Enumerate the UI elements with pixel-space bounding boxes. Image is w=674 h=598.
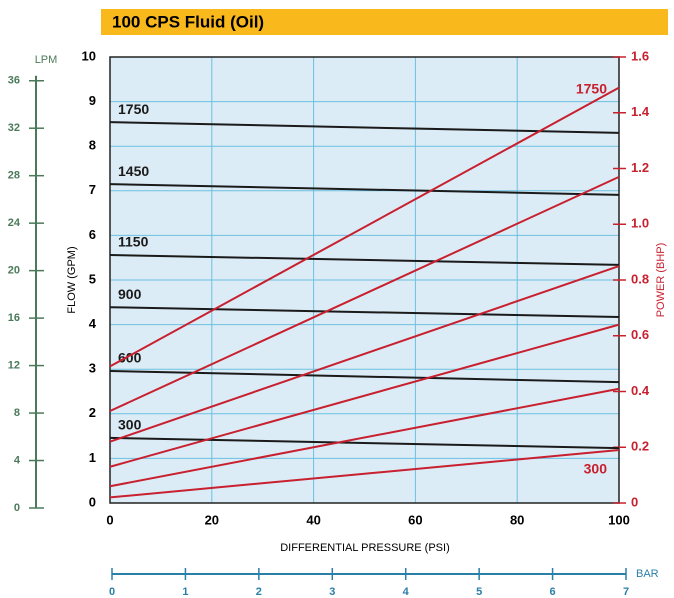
- x-tick-label: 60: [408, 512, 422, 527]
- series-label: 1750: [118, 101, 149, 117]
- y2-tick-label: 0.4: [631, 383, 650, 398]
- y-tick-label: 8: [89, 138, 96, 153]
- lpm-tick-label: 36: [8, 75, 20, 87]
- series-label: 900: [118, 286, 142, 302]
- series-line: [109, 323, 620, 468]
- x-tick-label: 100: [608, 512, 630, 527]
- bar-tick-label: 1: [182, 586, 188, 598]
- series-label: 600: [118, 350, 142, 366]
- series-line: [109, 387, 620, 488]
- lpm-tick-label: 20: [8, 265, 20, 277]
- y2-tick-label: 0: [631, 494, 638, 509]
- lpm-tick-label: 0: [14, 502, 20, 514]
- series-label: 1750: [576, 80, 607, 96]
- y-tick-label: 2: [89, 405, 96, 420]
- lpm-tick-label: 32: [8, 122, 20, 134]
- y-tick-label: 5: [89, 271, 96, 286]
- series-label: 300: [118, 417, 142, 433]
- title-banner: [101, 9, 668, 35]
- y2-tick-label: 0.8: [631, 271, 649, 286]
- y2-tick-label: 0.6: [631, 327, 649, 342]
- x-axis-label: DIFFERENTIAL PRESSURE (PSI): [280, 542, 450, 554]
- y-tick-label: 6: [89, 227, 96, 242]
- y-axis-label: FLOW (GPM): [66, 246, 78, 313]
- y-tick-label: 10: [82, 48, 96, 63]
- lpm-tick-label: 8: [14, 407, 20, 419]
- series-label: 300: [584, 461, 608, 477]
- lpm-tick-label: 4: [14, 454, 21, 466]
- bar-tick-label: 7: [623, 586, 629, 598]
- bar-tick-label: 5: [476, 586, 482, 598]
- bar-tick-label: 0: [109, 586, 115, 598]
- series-line: [109, 306, 620, 319]
- bar-label: BAR: [636, 568, 659, 580]
- x-tick-label: 20: [205, 512, 219, 527]
- y2-tick-label: 1.2: [631, 160, 649, 175]
- bar-tick-label: 2: [256, 586, 262, 598]
- x-tick-label: 0: [106, 512, 113, 527]
- y-tick-label: 1: [89, 450, 96, 465]
- lpm-tick-label: 12: [8, 359, 20, 371]
- y2-tick-label: 0.2: [631, 439, 649, 454]
- y2-tick-label: 1.6: [631, 48, 649, 63]
- lpm-tick-label: 28: [8, 170, 20, 182]
- y-tick-label: 3: [89, 361, 96, 376]
- y2-axis-label: POWER (BHP): [655, 243, 667, 318]
- bar-tick-label: 6: [550, 586, 556, 598]
- series-label: 1450: [118, 163, 149, 179]
- y-tick-label: 7: [89, 182, 96, 197]
- x-tick-label: 40: [306, 512, 320, 527]
- y-tick-label: 4: [89, 316, 97, 331]
- series-line: [109, 121, 620, 134]
- lpm-label: LPM: [35, 54, 58, 66]
- y-tick-label: 9: [89, 93, 96, 108]
- series-line: [109, 436, 620, 450]
- series-label: 1150: [118, 234, 149, 250]
- series-line: [109, 183, 620, 196]
- bar-tick-label: 3: [329, 586, 335, 598]
- x-tick-label: 80: [510, 512, 524, 527]
- bar-tick-label: 4: [403, 586, 410, 598]
- chart-title: 100 CPS Fluid (Oil): [112, 12, 264, 31]
- y-tick-label: 0: [89, 494, 96, 509]
- y2-tick-label: 1.4: [631, 104, 650, 119]
- series-line: [109, 254, 620, 266]
- lpm-tick-label: 24: [8, 217, 21, 229]
- series-line: [109, 449, 620, 499]
- series-line: [109, 265, 620, 443]
- lpm-tick-label: 16: [8, 312, 20, 324]
- series-line: [109, 86, 620, 368]
- y2-tick-label: 1.0: [631, 216, 649, 231]
- series-line: [109, 175, 620, 412]
